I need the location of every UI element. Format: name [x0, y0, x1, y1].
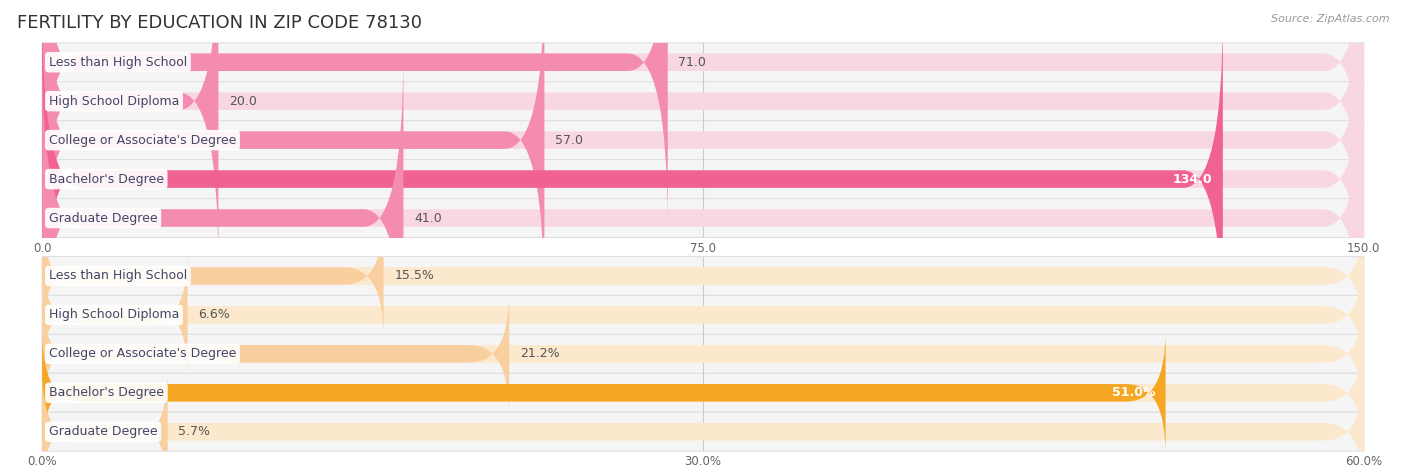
Text: Graduate Degree: Graduate Degree	[49, 211, 157, 225]
FancyBboxPatch shape	[42, 332, 1364, 454]
Text: High School Diploma: High School Diploma	[49, 308, 179, 322]
FancyBboxPatch shape	[42, 160, 1364, 199]
Text: 5.7%: 5.7%	[179, 425, 211, 438]
FancyBboxPatch shape	[42, 215, 1364, 337]
FancyBboxPatch shape	[42, 370, 1364, 475]
Text: FERTILITY BY EDUCATION IN ZIP CODE 78130: FERTILITY BY EDUCATION IN ZIP CODE 78130	[17, 14, 422, 32]
Text: Less than High School: Less than High School	[49, 269, 187, 283]
Text: 51.0%: 51.0%	[1112, 386, 1154, 399]
Text: Less than High School: Less than High School	[49, 56, 187, 69]
FancyBboxPatch shape	[42, 0, 1364, 229]
Text: 57.0: 57.0	[555, 133, 583, 147]
FancyBboxPatch shape	[42, 51, 1364, 385]
FancyBboxPatch shape	[42, 12, 1364, 346]
Text: 20.0: 20.0	[229, 95, 257, 108]
FancyBboxPatch shape	[42, 295, 1364, 334]
Text: 21.2%: 21.2%	[520, 347, 560, 361]
FancyBboxPatch shape	[42, 199, 1364, 238]
Text: Bachelor's Degree: Bachelor's Degree	[49, 172, 163, 186]
Text: 6.6%: 6.6%	[198, 308, 231, 322]
Text: Bachelor's Degree: Bachelor's Degree	[49, 386, 163, 399]
Text: College or Associate's Degree: College or Associate's Degree	[49, 347, 236, 361]
Text: Graduate Degree: Graduate Degree	[49, 425, 157, 438]
FancyBboxPatch shape	[42, 293, 509, 415]
FancyBboxPatch shape	[42, 293, 1364, 415]
FancyBboxPatch shape	[42, 82, 1364, 121]
FancyBboxPatch shape	[42, 332, 1166, 454]
FancyBboxPatch shape	[42, 370, 167, 475]
FancyBboxPatch shape	[42, 0, 1364, 307]
Text: High School Diploma: High School Diploma	[49, 95, 179, 108]
FancyBboxPatch shape	[42, 0, 1364, 268]
FancyBboxPatch shape	[42, 43, 1364, 82]
FancyBboxPatch shape	[42, 254, 187, 376]
FancyBboxPatch shape	[42, 0, 544, 307]
FancyBboxPatch shape	[42, 121, 1364, 160]
FancyBboxPatch shape	[42, 254, 1364, 376]
FancyBboxPatch shape	[42, 412, 1364, 451]
Text: 134.0: 134.0	[1173, 172, 1212, 186]
FancyBboxPatch shape	[42, 215, 384, 337]
FancyBboxPatch shape	[42, 373, 1364, 412]
FancyBboxPatch shape	[42, 51, 404, 385]
FancyBboxPatch shape	[42, 12, 1223, 346]
Text: 15.5%: 15.5%	[394, 269, 434, 283]
Text: 71.0: 71.0	[678, 56, 706, 69]
Text: College or Associate's Degree: College or Associate's Degree	[49, 133, 236, 147]
FancyBboxPatch shape	[42, 334, 1364, 373]
FancyBboxPatch shape	[42, 0, 218, 268]
Text: 41.0: 41.0	[413, 211, 441, 225]
Text: Source: ZipAtlas.com: Source: ZipAtlas.com	[1271, 14, 1389, 24]
FancyBboxPatch shape	[42, 256, 1364, 295]
FancyBboxPatch shape	[42, 0, 668, 229]
